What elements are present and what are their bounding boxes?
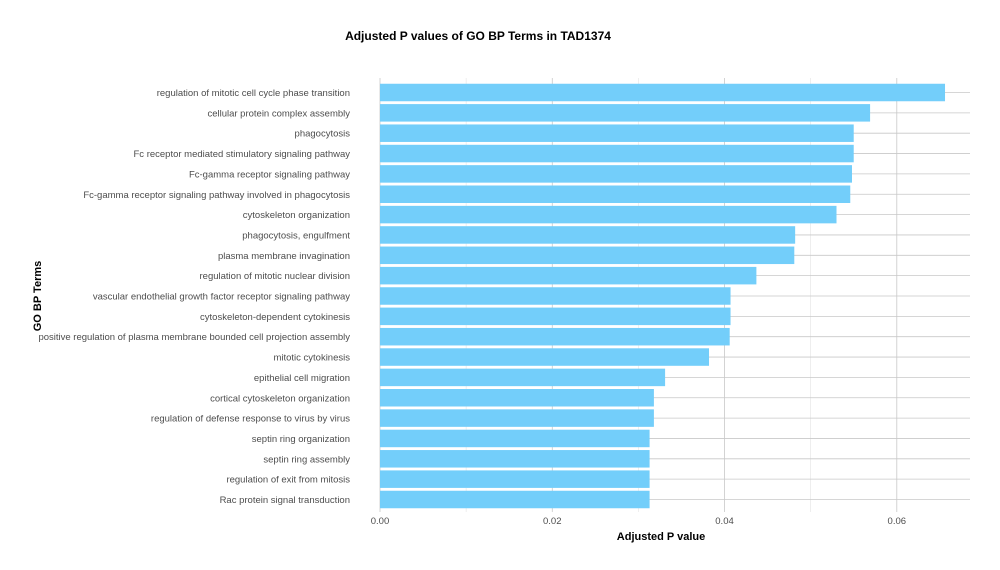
y-tick-label: vascular endothelial growth factor recep…	[93, 292, 350, 303]
x-tick-label: 0.00	[371, 516, 390, 527]
bar	[380, 287, 731, 305]
y-tick-label: mitotic cytokinesis	[273, 353, 350, 364]
x-axis-title: Adjusted P value	[617, 531, 705, 543]
y-tick-label: Rac protein signal transduction	[220, 495, 350, 506]
bar	[380, 246, 795, 265]
bar	[380, 368, 666, 387]
x-tick-label: 0.02	[543, 516, 562, 527]
y-tick-label: Fc-gamma receptor signaling pathway	[189, 169, 350, 180]
y-tick-label: plasma membrane invagination	[218, 251, 350, 262]
bar	[380, 389, 654, 407]
bar	[380, 470, 650, 488]
y-tick-label: septin ring assembly	[263, 454, 350, 465]
y-tick-label: phagocytosis, engulfment	[242, 230, 350, 241]
x-tick-label: 0.06	[888, 516, 907, 527]
y-tick-label: regulation of mitotic nuclear division	[200, 271, 351, 282]
x-tick-labels: 0.00 0.02 0.04 0.06	[371, 516, 906, 527]
chart-title: Adjusted P values of GO BP Terms in TAD1…	[345, 29, 611, 43]
bar	[380, 144, 854, 163]
y-tick-label: positive regulation of plasma membrane b…	[38, 332, 350, 343]
bar	[380, 429, 650, 448]
y-tick-label: Fc-gamma receptor signaling pathway invo…	[83, 190, 350, 201]
bar	[380, 327, 730, 346]
bar	[380, 450, 650, 468]
bar	[380, 266, 757, 285]
y-tick-label: regulation of exit from mitosis	[226, 475, 350, 486]
bar	[380, 83, 946, 102]
bar	[380, 205, 837, 224]
y-tick-label: cytoskeleton organization	[243, 210, 350, 221]
y-tick-label: phagocytosis	[295, 129, 351, 140]
x-tick-label: 0.04	[715, 516, 734, 527]
bar	[380, 490, 650, 509]
bar	[380, 185, 851, 203]
y-tick-label: epithelial cell migration	[254, 373, 350, 384]
y-axis-title: GO BP Terms	[32, 261, 44, 332]
bar	[380, 348, 710, 366]
bar	[380, 409, 654, 427]
bar	[380, 165, 852, 183]
y-tick-label: Fc receptor mediated stimulatory signali…	[134, 149, 351, 160]
bar	[380, 226, 796, 244]
y-tick-label: cytoskeleton-dependent cytokinesis	[200, 312, 350, 323]
y-tick-label: regulation of defense response to virus …	[151, 414, 350, 425]
y-tick-label: regulation of mitotic cell cycle phase t…	[157, 88, 350, 99]
y-tick-label: septin ring organization	[252, 434, 350, 445]
y-tick-label: cortical cytoskeleton organization	[210, 393, 350, 404]
bar	[380, 104, 871, 122]
y-tick-label: cellular protein complex assembly	[207, 108, 350, 119]
y-tick-labels: regulation of mitotic cell cycle phase t…	[38, 88, 350, 506]
bar	[380, 307, 731, 326]
bars	[380, 83, 946, 509]
bar	[380, 124, 854, 142]
